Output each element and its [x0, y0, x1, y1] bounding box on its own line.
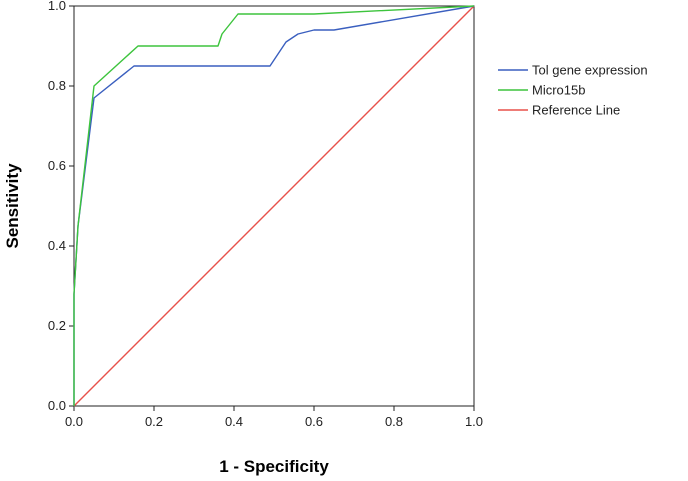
series-line-1: [73, 5, 475, 406]
x-tick-label: 0.8: [385, 414, 403, 429]
x-axis: 0.0 0.2 0.4 0.6 0.8 1.0: [65, 406, 483, 429]
legend-label: Micro15b: [532, 83, 585, 98]
series-line-2: [73, 5, 475, 407]
legend-label: Tol gene expression: [532, 63, 648, 78]
y-tick-label: 0.0: [48, 398, 66, 413]
x-tick-label: 0.0: [65, 414, 83, 429]
x-tick-label: 1.0: [465, 414, 483, 429]
legend: Tol gene expression Micro15b Reference Lin…: [498, 63, 648, 118]
y-tick-label: 0.6: [48, 158, 66, 173]
y-tick-label: 1.0: [48, 0, 66, 13]
x-tick-label: 0.4: [225, 414, 243, 429]
y-tick-label: 0.2: [48, 318, 66, 333]
y-axis: 0.0 0.2 0.4 0.6 0.8 1.0: [48, 0, 74, 413]
x-tick-label: 0.2: [145, 414, 163, 429]
legend-label: Reference Line: [532, 103, 620, 118]
series-lines: [73, 5, 475, 407]
x-axis-title: 1 - Specificity: [219, 457, 329, 476]
x-tick-label: 0.6: [305, 414, 323, 429]
y-tick-label: 0.4: [48, 238, 66, 253]
y-tick-label: 0.8: [48, 78, 66, 93]
y-axis-title: Sensitivity: [3, 163, 22, 249]
